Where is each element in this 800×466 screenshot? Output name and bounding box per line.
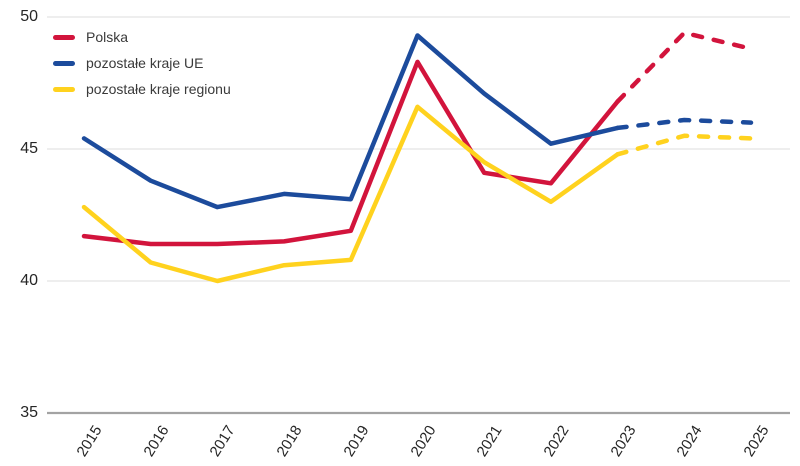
series-line-forecast-1 bbox=[615, 117, 754, 131]
legend-label-pozostale-kraje-regionu: pozostałe kraje regionu bbox=[86, 81, 231, 97]
legend-swatch-pozostale-kraje-ue bbox=[53, 60, 75, 66]
y-tick-label: 50 bbox=[20, 8, 38, 25]
series-line-0 bbox=[81, 59, 620, 247]
legend-swatch-pozostale-kraje-regionu bbox=[53, 86, 75, 92]
y-tick-label: 35 bbox=[20, 404, 38, 421]
series-line-forecast-0 bbox=[615, 30, 754, 104]
legend-item-pozostale-kraje-ue: pozostałe kraje UE bbox=[53, 50, 231, 76]
legend-label-pozostale-kraje-ue: pozostałe kraje UE bbox=[86, 55, 204, 71]
series-line-2 bbox=[81, 104, 620, 284]
chart-legend: Polska pozostałe kraje UE pozostałe kraj… bbox=[53, 24, 231, 102]
legend-swatch-polska bbox=[53, 34, 75, 40]
legend-item-polska: Polska bbox=[53, 24, 231, 50]
series-line-forecast-2 bbox=[615, 133, 754, 157]
y-tick-label: 40 bbox=[20, 272, 38, 289]
legend-label-polska: Polska bbox=[86, 29, 129, 45]
y-tick-label: 45 bbox=[20, 140, 38, 157]
series-line-1 bbox=[81, 33, 620, 210]
legend-item-pozostale-kraje-regionu: pozostałe kraje regionu bbox=[53, 76, 231, 102]
